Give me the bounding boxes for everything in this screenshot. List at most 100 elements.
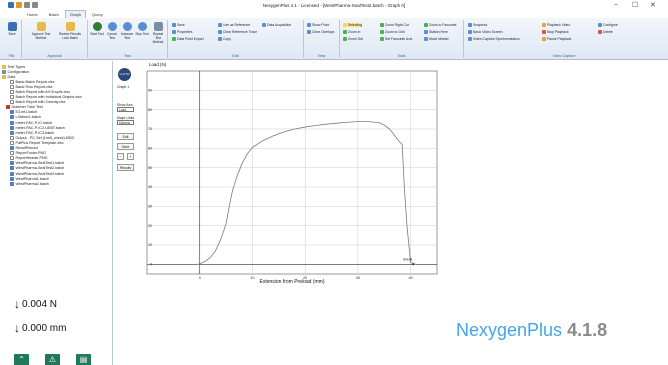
- clear-reference-button[interactable]: Clear Reference Trace: [218, 30, 257, 34]
- zoom-to-grid-button[interactable]: Zoom to Grid: [380, 30, 405, 34]
- delete-button[interactable]: Delete: [598, 30, 613, 34]
- maximize-button[interactable]: ☐: [632, 2, 639, 9]
- tree-item[interactable]: E3.mt1.batch: [2, 110, 110, 115]
- tab-query[interactable]: Query: [92, 12, 103, 17]
- close-button[interactable]: ✕: [650, 2, 656, 9]
- down-arrow-icon: ↓: [14, 297, 20, 311]
- snapshot-button[interactable]: Snapshot: [468, 23, 487, 27]
- pause-playback-button[interactable]: Pause Playback: [542, 37, 571, 41]
- blue-icon: [10, 161, 14, 166]
- use-as-reference-button[interactable]: Use as Reference: [218, 23, 250, 27]
- tree-item[interactable]: ResultRecord: [2, 146, 110, 151]
- tree-item[interactable]: Basic Row Report.xlsx: [2, 84, 110, 89]
- edit-button[interactable]: Edit: [117, 133, 134, 140]
- break-marker: [412, 263, 415, 266]
- approve-test-method-button[interactable]: Approve Test Method: [28, 22, 54, 40]
- tree-item-label: Basic Batch Report.xlsx: [15, 79, 55, 84]
- minimize-button[interactable]: –: [614, 1, 618, 8]
- clear-overlays-button[interactable]: Clear Overlays: [307, 30, 334, 34]
- set-favourite-axis-button[interactable]: Set Favourite Axis: [380, 37, 412, 41]
- properties-button[interactable]: Properties: [172, 30, 192, 34]
- tree-item[interactable]: meter-PAC-P-IC2-UEBT.batch: [2, 125, 110, 130]
- advance-test-button[interactable]: Advance Test: [120, 22, 134, 40]
- blue-icon: [10, 115, 14, 120]
- graph-label: Graph 1: [117, 85, 130, 89]
- chart-icon[interactable]: ▤: [76, 354, 91, 365]
- stop-icon: [542, 30, 546, 34]
- warning-icon[interactable]: ⚠: [45, 354, 60, 365]
- tree-item[interactable]: Test Types: [2, 64, 110, 69]
- load-readout: ↓ 0.004 N: [14, 297, 58, 311]
- tree-item[interactable]: ReportFooter.PNG: [2, 151, 110, 156]
- video-sync-button[interactable]: Video Capture Synchronisation: [468, 37, 520, 41]
- tree-item-label: WestPharma-SealTest2.batch: [15, 166, 65, 171]
- stop-playback-button[interactable]: Stop Playback: [542, 30, 569, 34]
- tree-item[interactable]: Batch Report with Overlay.xlsx: [2, 100, 110, 105]
- tree-item[interactable]: Basic Batch Report.xlsx: [2, 79, 110, 84]
- start-test-button[interactable]: Start Test: [90, 22, 104, 36]
- tree-item[interactable]: Draemer Tube Test: [2, 105, 110, 110]
- save-button[interactable]: Save: [5, 22, 19, 36]
- data-point-export-button[interactable]: Data Point Export: [172, 37, 204, 41]
- zoom-minus-button[interactable]: −: [117, 153, 124, 160]
- up-icon[interactable]: ⌃: [14, 354, 29, 365]
- tree-item-label: WestPharma-SealTest3.batch: [15, 171, 65, 176]
- y-tick-label: 60: [148, 147, 152, 151]
- marker-icon: [424, 37, 428, 41]
- basic-video-screen-button[interactable]: Basic Video Screen: [468, 30, 503, 34]
- zoom-out-button[interactable]: Zoom Out: [343, 37, 363, 41]
- doc-icon: [10, 95, 14, 100]
- undo-icon[interactable]: [24, 2, 30, 8]
- export-icon: [172, 37, 176, 41]
- tab-home[interactable]: Home: [27, 12, 38, 17]
- tree-item[interactable]: WestPharma1.batch: [2, 176, 110, 181]
- tree-item[interactable]: meter-PAC-P-IC.batch: [2, 120, 110, 125]
- stop-test-button[interactable]: Stop Test: [135, 22, 149, 36]
- tree-item-label: Basic Row Report.xlsx: [15, 84, 53, 89]
- configure-button[interactable]: Configure: [598, 23, 618, 27]
- tree-item[interactable]: Output - PC-Set (Limit_check).MDD: [2, 135, 110, 140]
- series-line: [197, 121, 417, 265]
- station-here-button[interactable]: Station Here: [424, 30, 448, 34]
- move-marker-button[interactable]: Move Marker: [424, 37, 449, 41]
- data-acquisition-button[interactable]: Data Acquisition: [262, 23, 291, 27]
- repeat-test-method-button[interactable]: Repeat Test Method: [150, 22, 166, 44]
- tree-item[interactable]: meter-PAC-P-IC3.batch: [2, 130, 110, 135]
- app-icon[interactable]: [8, 2, 14, 8]
- zoom-plus-button[interactable]: +: [127, 153, 134, 160]
- tree-item[interactable]: Data: [2, 74, 110, 79]
- tree-item[interactable]: Configuration: [2, 69, 110, 74]
- tab-graph[interactable]: Graph: [64, 10, 87, 18]
- zoom-right-cut-button[interactable]: Zoom Right Cut: [380, 23, 409, 27]
- save-graph-button[interactable]: Save: [172, 23, 185, 27]
- tab-batch[interactable]: Batch: [48, 12, 59, 17]
- tree-item[interactable]: ReportHeader.PNG: [2, 156, 110, 161]
- zoom-to-favourite-button[interactable]: Zoom to Favourite: [424, 23, 457, 27]
- tree-item[interactable]: WestPharma-SealTest2.batch: [2, 166, 110, 171]
- redo-icon[interactable]: [32, 2, 38, 8]
- tree-item[interactable]: L3fatorv1.batch: [2, 115, 110, 120]
- major-units-select[interactable]: Kilonew: [117, 120, 134, 125]
- playback-video-button[interactable]: Playback Video: [542, 23, 570, 27]
- selecting-button[interactable]: Selecting: [343, 23, 362, 27]
- save-graph-panel-button[interactable]: Save: [117, 143, 134, 150]
- x-tick-label: 20: [303, 276, 307, 280]
- tree-item[interactable]: WestPharma-SealTest3.batch: [2, 171, 110, 176]
- logo-icon: LLOYD: [118, 68, 131, 81]
- red-icon: [6, 105, 10, 110]
- copy-button[interactable]: Copy: [218, 37, 231, 41]
- tree-item[interactable]: Batch Report with Individual Graphs.xlsx: [2, 95, 110, 100]
- tree-item[interactable]: WestPharma-SealTest1.batch: [2, 161, 110, 166]
- tree-item[interactable]: WestPharma2.batch: [2, 181, 110, 186]
- save-icon[interactable]: [16, 2, 22, 8]
- show-axis-select[interactable]: Load: [117, 107, 134, 112]
- show-point-button[interactable]: Show Point: [307, 23, 329, 27]
- tree-item[interactable]: PatPlus Report Template.xlsx: [2, 140, 110, 145]
- results-button[interactable]: Results: [117, 164, 134, 171]
- zoom-in-button[interactable]: Zoom In: [343, 30, 360, 34]
- load-extension-chart[interactable]: Load (N) 0 10 20 30 40 0 10 20 30 40 50 60 70 80 90 Bre…: [137, 61, 447, 286]
- tree-item-label: ReportFooter.PNG: [15, 151, 47, 156]
- tree-item[interactable]: Batch Report with All Graphs.xlsx: [2, 89, 110, 95]
- review-results-button[interactable]: Review Results Lock Batch: [56, 22, 84, 40]
- cancel-test-button[interactable]: Cancel Test: [105, 22, 119, 40]
